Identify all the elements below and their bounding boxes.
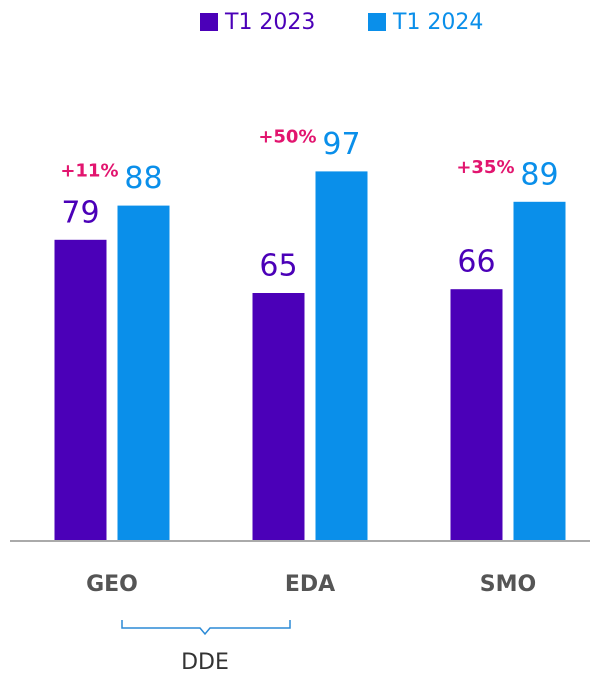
legend-swatch — [200, 13, 218, 31]
legend-swatch — [368, 13, 386, 31]
legend-label: T1 2024 — [392, 10, 483, 35]
bracket — [121, 620, 291, 636]
value-label: 88 — [124, 161, 162, 196]
annotation: +11% — [60, 161, 118, 182]
annotation: +50% — [258, 126, 316, 147]
bar — [513, 201, 566, 541]
bar — [117, 205, 170, 540]
x-tick-label: GEO — [86, 572, 138, 597]
bar — [315, 171, 368, 540]
value-label: 79 — [61, 195, 99, 230]
bar — [54, 239, 107, 541]
annotation: +35% — [456, 157, 514, 178]
bracket-label: DDE — [181, 650, 229, 675]
legend-label: T1 2023 — [224, 10, 315, 35]
value-label: 97 — [322, 127, 360, 162]
value-label: 65 — [259, 249, 297, 284]
value-label: 66 — [457, 245, 495, 280]
bar — [252, 293, 305, 540]
x-tick-label: SMO — [480, 572, 536, 597]
bar — [450, 289, 503, 540]
value-label: 89 — [520, 157, 558, 192]
x-tick-label: EDA — [285, 572, 335, 597]
